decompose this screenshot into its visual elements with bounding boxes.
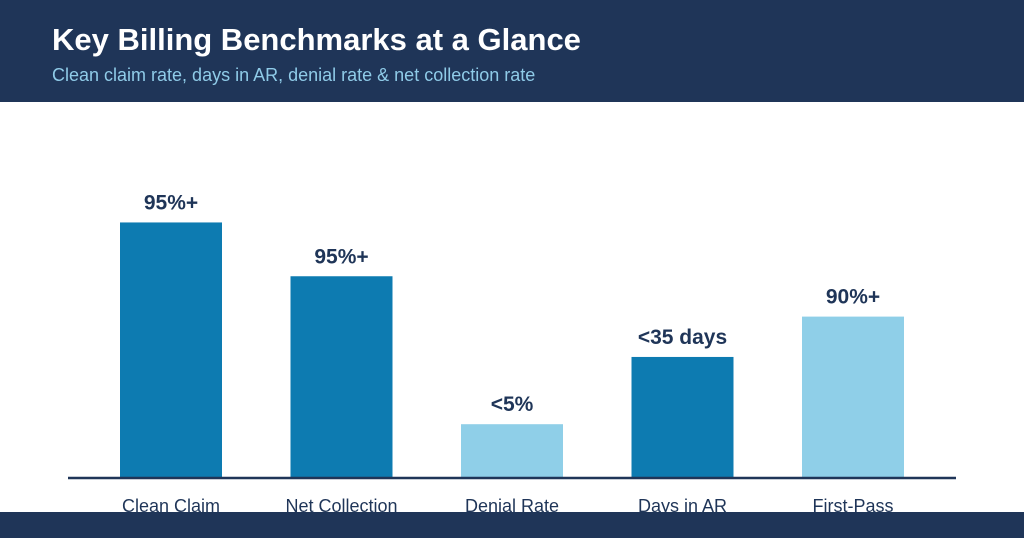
benchmark-bar-chart: 95%+ Clean Claim 95%+ Net Collection <5% Deni… <box>68 191 956 512</box>
bar-net-collection <box>290 276 393 478</box>
x-tick-label: Net Collection <box>285 496 397 512</box>
data-label: 90%+ <box>826 286 880 309</box>
data-label: <5% <box>491 393 534 416</box>
page-title: Key Billing Benchmarks at a Glance <box>52 22 581 57</box>
bar-days-in-ar <box>631 356 734 478</box>
bar-clean-claim <box>120 222 222 478</box>
data-label: <35 days <box>638 326 727 349</box>
labels-layer: 95%+ Clean Claim 95%+ Net Collection <5% Deni… <box>122 191 894 512</box>
x-tick-label: Days in AR <box>638 496 727 512</box>
bar-denial-rate <box>461 424 563 478</box>
footer-banner <box>0 512 1024 538</box>
bar-first-pass <box>802 316 904 478</box>
data-label: 95%+ <box>144 191 198 214</box>
x-tick-label: Denial Rate <box>465 496 559 512</box>
header-banner: Key Billing Benchmarks at a Glance Clean… <box>0 0 1024 102</box>
x-tick-label: Clean Claim <box>122 496 220 512</box>
x-tick-label: First-Pass <box>813 496 894 512</box>
page-subtitle: Clean claim rate, days in AR, denial rat… <box>52 65 536 85</box>
bars-layer <box>120 222 904 478</box>
data-label: 95%+ <box>314 245 368 268</box>
